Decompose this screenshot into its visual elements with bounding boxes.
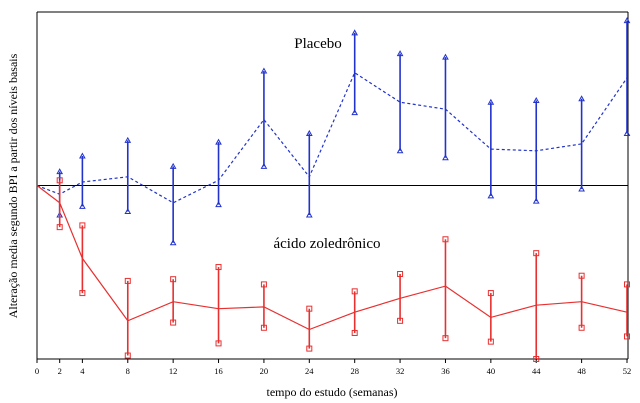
error-cap-marker [442,335,449,342]
error-cap-marker [623,129,631,136]
error-cap-marker [260,324,267,331]
series-placebo [36,17,631,246]
x-tick-label: 24 [305,366,314,376]
series-zoledronic [36,177,630,362]
error-cap-marker [79,202,86,209]
error-cap-marker [56,168,64,175]
error-cap-marker [306,345,313,352]
error-cap-marker [124,207,132,215]
error-cap-marker [396,147,404,154]
error-cap-marker [533,356,540,362]
error-cap-marker [578,324,585,331]
series-label-placebo: Placebo [294,36,341,52]
error-cap-marker [624,333,630,340]
x-tick-label: 2 [58,366,62,376]
error-cap-marker [215,201,222,208]
error-cap-marker [260,162,268,169]
error-cap-marker [170,319,177,326]
plot-frame [36,11,629,360]
x-tick-label: 0 [35,366,39,376]
error-cap-marker [442,53,449,60]
plot-series [36,17,631,362]
x-tick-label: 48 [577,366,586,376]
error-cap-marker [623,17,631,24]
error-cap-marker [260,67,268,74]
error-cap-marker [532,96,540,103]
error-cap-marker [351,29,359,36]
error-cap-marker [169,239,177,246]
series-label-zoledronic: ácido zoledrônico [273,236,380,252]
error-cap-marker [487,338,494,345]
y-axis-title: Alteração media segundo BPI a partir dos… [6,53,20,318]
x-tick-label: 8 [126,366,130,376]
error-cap-marker [79,152,86,159]
error-cap-marker [533,250,540,257]
error-cap-marker [442,236,449,243]
x-tick-label: 16 [214,366,223,376]
error-cap-marker [487,192,495,199]
error-cap-marker [170,276,177,283]
x-tick-label: 44 [532,366,541,376]
error-cap-marker [79,222,86,229]
error-cap-marker [215,138,222,145]
error-cap-marker [79,290,86,297]
x-tick-label: 36 [441,366,450,376]
error-cap-marker [56,224,63,231]
error-cap-marker [624,281,630,288]
error-cap-marker [306,305,313,312]
error-cap-marker [351,329,358,336]
error-cap-marker [215,264,222,271]
error-cap-marker [215,340,222,347]
error-cap-marker [124,136,132,143]
error-cap-marker [56,177,63,184]
x-tick-label: 20 [260,366,269,376]
error-cap-marker [396,50,404,57]
x-tick-label: 52 [623,366,632,376]
error-cap-marker [124,352,131,359]
series-line [36,185,628,331]
error-cap-marker [305,129,313,136]
error-cap-marker [487,290,494,297]
error-cap-marker [124,277,131,284]
error-cap-marker [487,98,495,105]
x-tick-label: 4 [80,366,85,376]
x-tick-label: 28 [350,366,359,376]
error-cap-marker [532,197,540,204]
x-axis-ticks: 0 2 4 8 12 16 20 24 28 32 36 40 44 48 52 [35,359,631,376]
error-cap-marker [351,288,358,295]
x-tick-label: 32 [396,366,405,376]
error-cap-marker [351,109,359,116]
x-tick-label: 12 [169,366,178,376]
error-cap-marker [169,162,177,169]
x-tick-label: 40 [487,366,496,376]
x-axis-title: tempo do estudo (semanas) [267,385,398,399]
error-cap-marker [578,272,585,279]
error-cap-marker [397,270,404,277]
error-cap-marker [305,211,313,218]
error-cap-marker [578,185,585,192]
error-cap-marker [442,154,449,161]
error-cap-marker [260,281,267,288]
error-cap-marker [397,317,404,324]
series-line [36,71,628,204]
error-cap-marker [578,95,585,102]
